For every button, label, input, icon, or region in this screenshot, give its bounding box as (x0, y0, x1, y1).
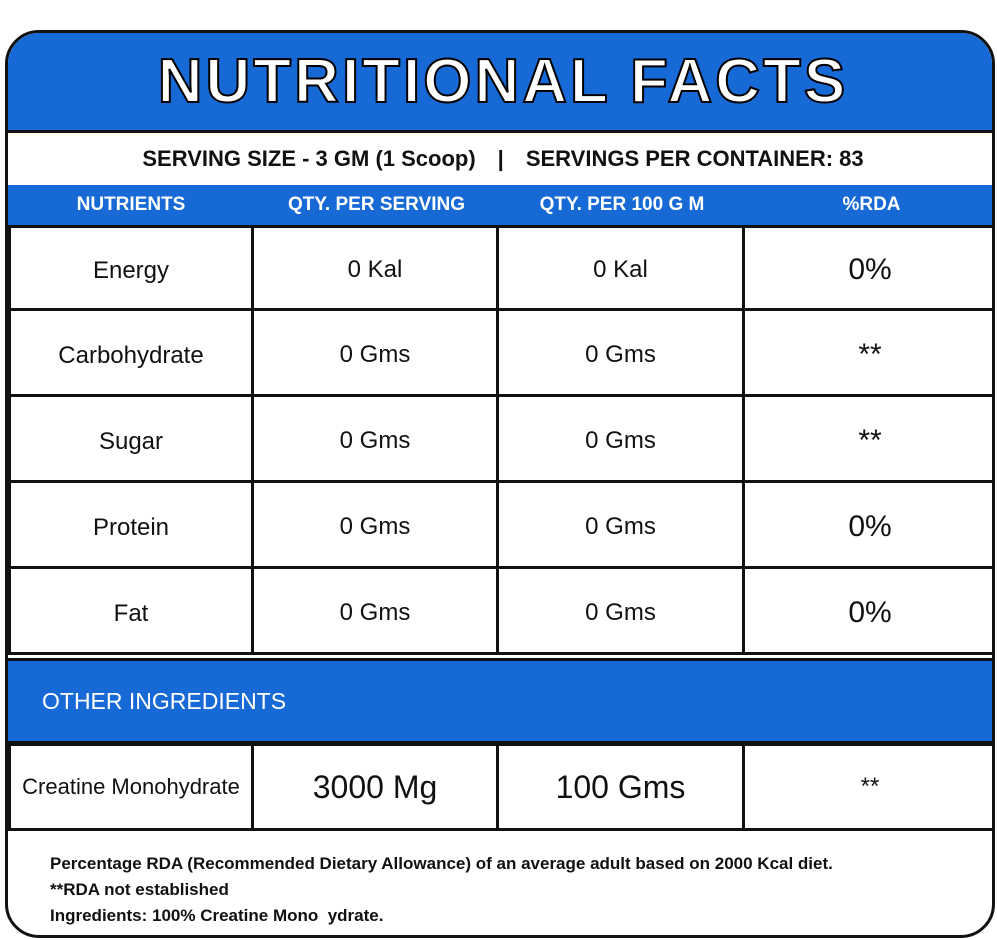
column-header: NUTRIENTS QTY. PER SERVING QTY. PER 100 G … (8, 185, 992, 225)
footer-line: **RDA not established (50, 880, 229, 899)
nutrient-name: Carbohydrate (8, 308, 254, 397)
cell-value: 0 Gms (496, 394, 745, 483)
title: NUTRITIONAL FACTS (157, 46, 849, 117)
label: NUTRITIONAL FACTS SERVING SIZE - 3 GM (1… (5, 30, 995, 938)
servings-per-container: SERVINGS PER CONTAINER: 83 (525, 146, 864, 171)
column-label: NUTRIENTS (76, 194, 186, 215)
nutrient-name: Sugar (8, 394, 254, 483)
footer: Percentage RDA (Recommended Dietary Allo… (50, 851, 980, 931)
title-bar: NUTRITIONAL FACTS (8, 33, 992, 133)
cell-value: 100 Gms (496, 743, 745, 831)
column-label: QTY. PER 100 G M (539, 194, 705, 215)
cell-value: 0 Gms (496, 308, 745, 397)
cell-value: 0 Gms (251, 394, 499, 483)
column-label: QTY. PER SERVING (287, 194, 466, 215)
footer-line: Percentage RDA (Recommended Dietary Allo… (50, 854, 833, 873)
cell-value: ** (742, 394, 992, 483)
footer-line: Ingredients: 100% Creatine Mono ydrate. (50, 906, 384, 925)
cell-value: 0 Gms (251, 566, 499, 655)
nutrient-name: Fat (8, 566, 254, 655)
cell-value: 0 Gms (251, 308, 499, 397)
cell-value: 0% (742, 480, 992, 569)
cell-value: 0% (742, 566, 992, 655)
cell-value: 0 Kal (496, 225, 745, 311)
cell-value: 0 Kal (251, 225, 499, 311)
cell-value: 0 Gms (496, 480, 745, 569)
ingredient-name: Creatine Monohydrate (8, 743, 254, 831)
cell-value: 0% (742, 225, 992, 311)
serving-row: SERVING SIZE - 3 GM (1 Scoop) | SERVINGS… (8, 133, 992, 185)
column-label: %RDA (842, 194, 901, 215)
cell-value: 3000 Mg (251, 743, 499, 831)
nutrient-name: Protein (8, 480, 254, 569)
other-bar: OTHER INGREDIENTS (8, 658, 992, 744)
nutrient-rows: Energy 0 Kal 0 Kal 0% Carbohydrate 0 Gms 0 Gms… (8, 225, 992, 660)
cell-value: ** (742, 308, 992, 397)
nutrient-name: Energy (8, 225, 254, 311)
cell-value: 0 Gms (496, 566, 745, 655)
separator: | (497, 146, 504, 171)
other-rows: Creatine Monohydrate 3000 Mg 100 Gms ** (8, 743, 992, 831)
cell-value: 0 Gms (251, 480, 499, 569)
other-title: OTHER INGREDIENTS (42, 687, 287, 714)
cell-value: ** (742, 743, 992, 831)
serving-size: SERVING SIZE - 3 GM (1 Scoop) (142, 146, 476, 171)
